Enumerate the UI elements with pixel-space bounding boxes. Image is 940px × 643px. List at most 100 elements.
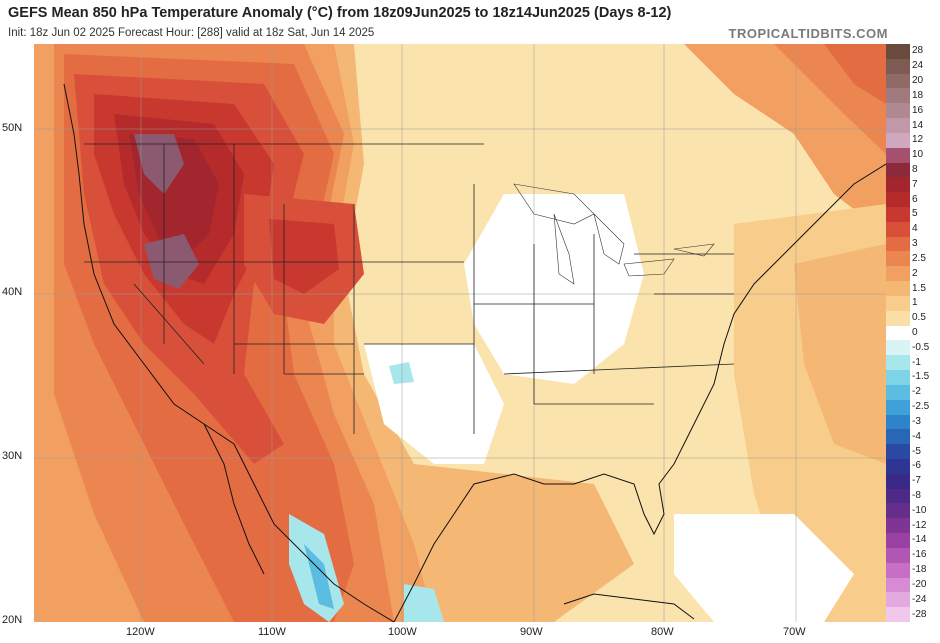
colorbar-swatch	[886, 162, 910, 178]
colorbar-swatch	[886, 281, 910, 297]
colorbar-label: 1	[912, 297, 918, 309]
colorbar-label: 1.5	[912, 282, 926, 294]
anomaly-contour	[414, 464, 634, 622]
colorbar-label: -14	[912, 534, 927, 546]
colorbar-label: -28	[912, 608, 927, 620]
colorbar-label: 10	[912, 149, 924, 161]
colorbar-swatch	[886, 444, 910, 460]
colorbar-label: -18	[912, 564, 927, 576]
colorbar-swatch	[886, 518, 910, 534]
colorbar-label: 2	[912, 267, 918, 279]
great-lakes	[513, 183, 715, 285]
colorbar-label: -1.5	[912, 371, 930, 383]
colorbar-label: 12	[912, 134, 924, 146]
colorbar-swatch	[886, 577, 910, 593]
colorbar-label: -10	[912, 504, 927, 516]
colorbar-swatch	[886, 147, 910, 164]
colorbar-label: 4	[912, 223, 918, 235]
colorbar-swatch	[886, 370, 910, 386]
colorbar-swatch	[886, 73, 910, 89]
colorbar-swatch	[886, 310, 910, 327]
anomaly-contour	[404, 584, 444, 622]
colorbar-label: -6	[912, 460, 921, 472]
coastline	[63, 83, 886, 622]
colorbar-label: 20	[912, 75, 924, 87]
colorbar-label: -8	[912, 490, 921, 502]
colorbar-swatch	[886, 458, 910, 475]
colorbar-label: 6	[912, 193, 918, 205]
lat-label: 30N	[2, 450, 23, 462]
colorbar-swatch	[886, 207, 910, 223]
colorbar-swatch	[886, 118, 910, 134]
colorbar-label: -12	[912, 519, 927, 531]
brand-watermark: TROPICALTIDBITS.COM	[728, 26, 888, 41]
colorbar-label: 7	[912, 178, 918, 190]
colorbar-label: -4	[912, 430, 921, 442]
colorbar-swatch	[886, 44, 910, 60]
colorbar-label: -1	[912, 356, 921, 368]
colorbar-label: -5	[912, 445, 921, 457]
colorbar-label: -2.5	[912, 401, 930, 413]
colorbar-label: 24	[912, 60, 924, 72]
colorbar-swatch	[886, 592, 910, 608]
anomaly-contour	[389, 362, 414, 384]
colorbar-label: 18	[912, 89, 924, 101]
colorbar-swatch	[886, 562, 910, 579]
anomaly-contour	[134, 134, 184, 194]
colorbar-label: -7	[912, 475, 921, 487]
colorbar-swatch	[886, 414, 910, 430]
lon-label: 90W	[520, 626, 543, 638]
colorbar-swatch	[886, 88, 910, 104]
anomaly-contour	[304, 544, 334, 609]
colorbar-swatch	[886, 607, 910, 623]
colorbar-label: -20	[912, 578, 927, 590]
anomaly-contour	[144, 234, 199, 289]
colorbar-swatch	[886, 503, 910, 519]
colorbar-swatch	[886, 251, 910, 267]
state-borders	[84, 143, 735, 434]
colorbar-swatch	[886, 473, 910, 490]
lon-label: 100W	[388, 626, 417, 638]
colorbar-swatch	[886, 177, 910, 193]
anomaly-contour	[674, 514, 854, 622]
anomaly-map	[34, 44, 886, 622]
lat-label: 50N	[2, 122, 23, 134]
colorbar	[886, 44, 910, 623]
anomaly-contour	[794, 244, 886, 464]
colorbar-swatch	[886, 221, 910, 238]
colorbar-label: -2	[912, 386, 921, 398]
colorbar-label: 8	[912, 163, 918, 175]
anomaly-field	[34, 44, 886, 622]
colorbar-swatch	[886, 325, 910, 341]
colorbar-swatch	[886, 340, 910, 356]
colorbar-swatch	[886, 58, 910, 75]
colorbar-label: 3	[912, 238, 918, 250]
lat-label: 40N	[2, 286, 23, 298]
colorbar-swatch	[886, 399, 910, 415]
colorbar-swatch	[886, 132, 910, 149]
colorbar-swatch	[886, 488, 910, 504]
colorbar-label: 2.5	[912, 252, 926, 264]
colorbar-swatch	[886, 103, 910, 119]
map-subtitle: Init: 18z Jun 02 2025 Forecast Hour: [28…	[8, 27, 375, 39]
colorbar-label: 0.5	[912, 312, 926, 324]
colorbar-swatch	[886, 295, 910, 312]
colorbar-label: -24	[912, 593, 927, 605]
anomaly-contour	[269, 219, 339, 294]
colorbar-label: -16	[912, 549, 927, 561]
map-title: GEFS Mean 850 hPa Temperature Anomaly (°…	[8, 5, 672, 21]
colorbar-swatch	[886, 266, 910, 282]
colorbar-label: 14	[912, 119, 924, 131]
colorbar-label: -0.5	[912, 341, 930, 353]
colorbar-swatch	[886, 192, 910, 208]
colorbar-swatch	[886, 384, 910, 401]
colorbar-swatch	[886, 533, 910, 549]
anomaly-contour	[824, 44, 886, 104]
colorbar-label: 5	[912, 208, 918, 220]
colorbar-label: 16	[912, 104, 924, 116]
lon-label: 80W	[651, 626, 674, 638]
lat-label: 20N	[2, 614, 23, 626]
anomaly-contour	[464, 194, 644, 384]
colorbar-label: 0	[912, 327, 918, 338]
colorbar-swatch	[886, 547, 910, 564]
